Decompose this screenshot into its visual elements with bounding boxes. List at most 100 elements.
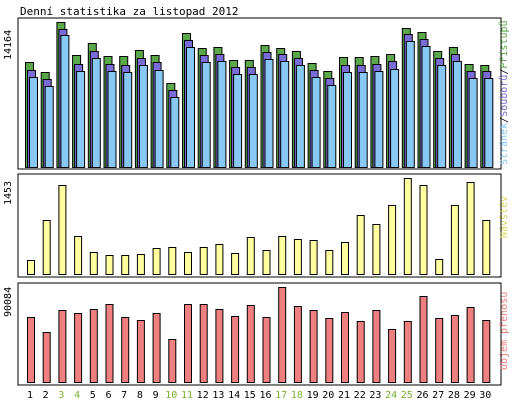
chart-title: Denní statistika za listopad 2012 — [20, 5, 239, 18]
visits-bar — [293, 239, 302, 275]
bandwidth-bar — [435, 318, 444, 383]
bandwidth-bar — [450, 315, 459, 383]
visits-bar — [199, 247, 208, 275]
pages-bar — [186, 47, 195, 168]
bandwidth-bar — [121, 317, 130, 383]
visits-bar — [450, 205, 459, 275]
bandwidth-bar — [341, 312, 349, 383]
day-tick-label: 28 — [448, 390, 460, 401]
visits-bars — [27, 178, 491, 275]
bandwidth-bar — [309, 310, 318, 383]
pages-bar — [201, 62, 211, 168]
visits-bar — [246, 237, 255, 275]
visits-bar — [89, 252, 98, 275]
day-tick-label: 24 — [385, 390, 397, 401]
hits-bars — [25, 22, 494, 168]
day-tick-label: 18 — [291, 390, 303, 401]
day-tick-label: 22 — [354, 390, 366, 401]
bandwidth-bar — [278, 287, 287, 383]
visits-bar — [419, 185, 428, 275]
bandwidth-bar — [466, 307, 475, 383]
visits-bar — [136, 254, 145, 275]
files-legend: Souborů — [498, 75, 510, 117]
visits-bar — [341, 242, 349, 275]
pages-bar — [138, 65, 148, 168]
day-tick-label: 12 — [197, 390, 209, 401]
day-tick-label: 15 — [244, 390, 256, 401]
day-tick-label: 7 — [121, 390, 127, 401]
bandwidth-bar — [89, 309, 98, 383]
pages-bar — [233, 74, 243, 168]
bandwidth-bar — [58, 310, 67, 383]
pages-bar — [29, 77, 38, 168]
visits-bar — [466, 182, 475, 275]
pages-bar — [217, 61, 227, 168]
day-tick-label: 14 — [228, 390, 240, 401]
visits-bar — [309, 240, 318, 275]
bandwidth-bar — [388, 329, 397, 383]
visits-bar — [105, 255, 114, 275]
pages-bar — [390, 69, 400, 168]
visits-max-label: 1453 — [3, 181, 14, 205]
day-labels: 1 2 3 4 5 6 7 8 9 10 11 12 13 14 15 16 17 18 19 20 21 22 23 24 2… — [27, 390, 491, 401]
day-tick-label: 16 — [259, 390, 271, 401]
pages-bar — [91, 58, 101, 168]
bandwidth-bar — [262, 317, 271, 383]
bandwidth-bar — [356, 321, 365, 383]
bandwidth-bar — [199, 304, 208, 383]
bandwidth-bar — [152, 313, 161, 383]
bandwidth-bar — [482, 320, 491, 383]
hits-side-label: Stránek/Souborů/Přístupů — [498, 20, 510, 165]
bandwidth-bar — [231, 316, 240, 383]
pages-bar — [60, 35, 70, 168]
visits-bar — [168, 247, 177, 275]
bandwidth-bar — [168, 339, 177, 383]
hits-max-label: 14164 — [3, 30, 14, 60]
day-tick-label: 6 — [105, 390, 111, 401]
pages-bar — [248, 74, 258, 168]
pages-bar — [107, 71, 117, 168]
day-tick-label: 13 — [212, 390, 224, 401]
pages-bar — [374, 71, 384, 168]
bandwidth-bars — [27, 287, 491, 383]
visits-bar — [372, 224, 381, 275]
visits-bar — [231, 253, 240, 275]
bandwidth-bar — [372, 310, 381, 383]
pages-legend: Stránek — [498, 123, 510, 165]
bandwidth-bar — [184, 304, 192, 383]
bandwidth-bar — [403, 321, 412, 383]
day-tick-label: 3 — [58, 390, 64, 401]
bandwidth-max-label: 90084 — [3, 287, 14, 317]
pages-bar — [154, 70, 164, 168]
visits-bar — [121, 255, 130, 275]
day-tick-label: 8 — [137, 390, 143, 401]
visits-bar — [278, 236, 287, 275]
pages-bar — [123, 72, 133, 168]
pages-bar — [484, 78, 494, 168]
pages-bar — [327, 85, 337, 168]
pages-bar — [170, 97, 180, 168]
pages-bar — [343, 72, 352, 168]
bandwidth-bar — [136, 320, 145, 383]
day-tick-label: 26 — [416, 390, 428, 401]
visits-bar — [58, 185, 67, 275]
pages-bar — [295, 65, 305, 168]
pages-bar — [421, 46, 431, 168]
pages-bar — [76, 71, 86, 168]
day-tick-label: 19 — [307, 390, 319, 401]
visits-bar — [27, 260, 35, 275]
visits-bar — [74, 236, 83, 275]
bandwidth-bar — [246, 305, 255, 383]
day-tick-label: 2 — [43, 390, 49, 401]
day-tick-label: 27 — [432, 390, 444, 401]
day-tick-label: 17 — [275, 390, 287, 401]
pages-bar — [437, 65, 447, 168]
day-tick-label: 21 — [338, 390, 350, 401]
day-tick-label: 10 — [165, 390, 177, 401]
pages-bar — [280, 61, 290, 168]
visits-bar — [325, 250, 334, 275]
legend-separator: / — [499, 117, 510, 123]
pages-bar — [264, 59, 274, 168]
